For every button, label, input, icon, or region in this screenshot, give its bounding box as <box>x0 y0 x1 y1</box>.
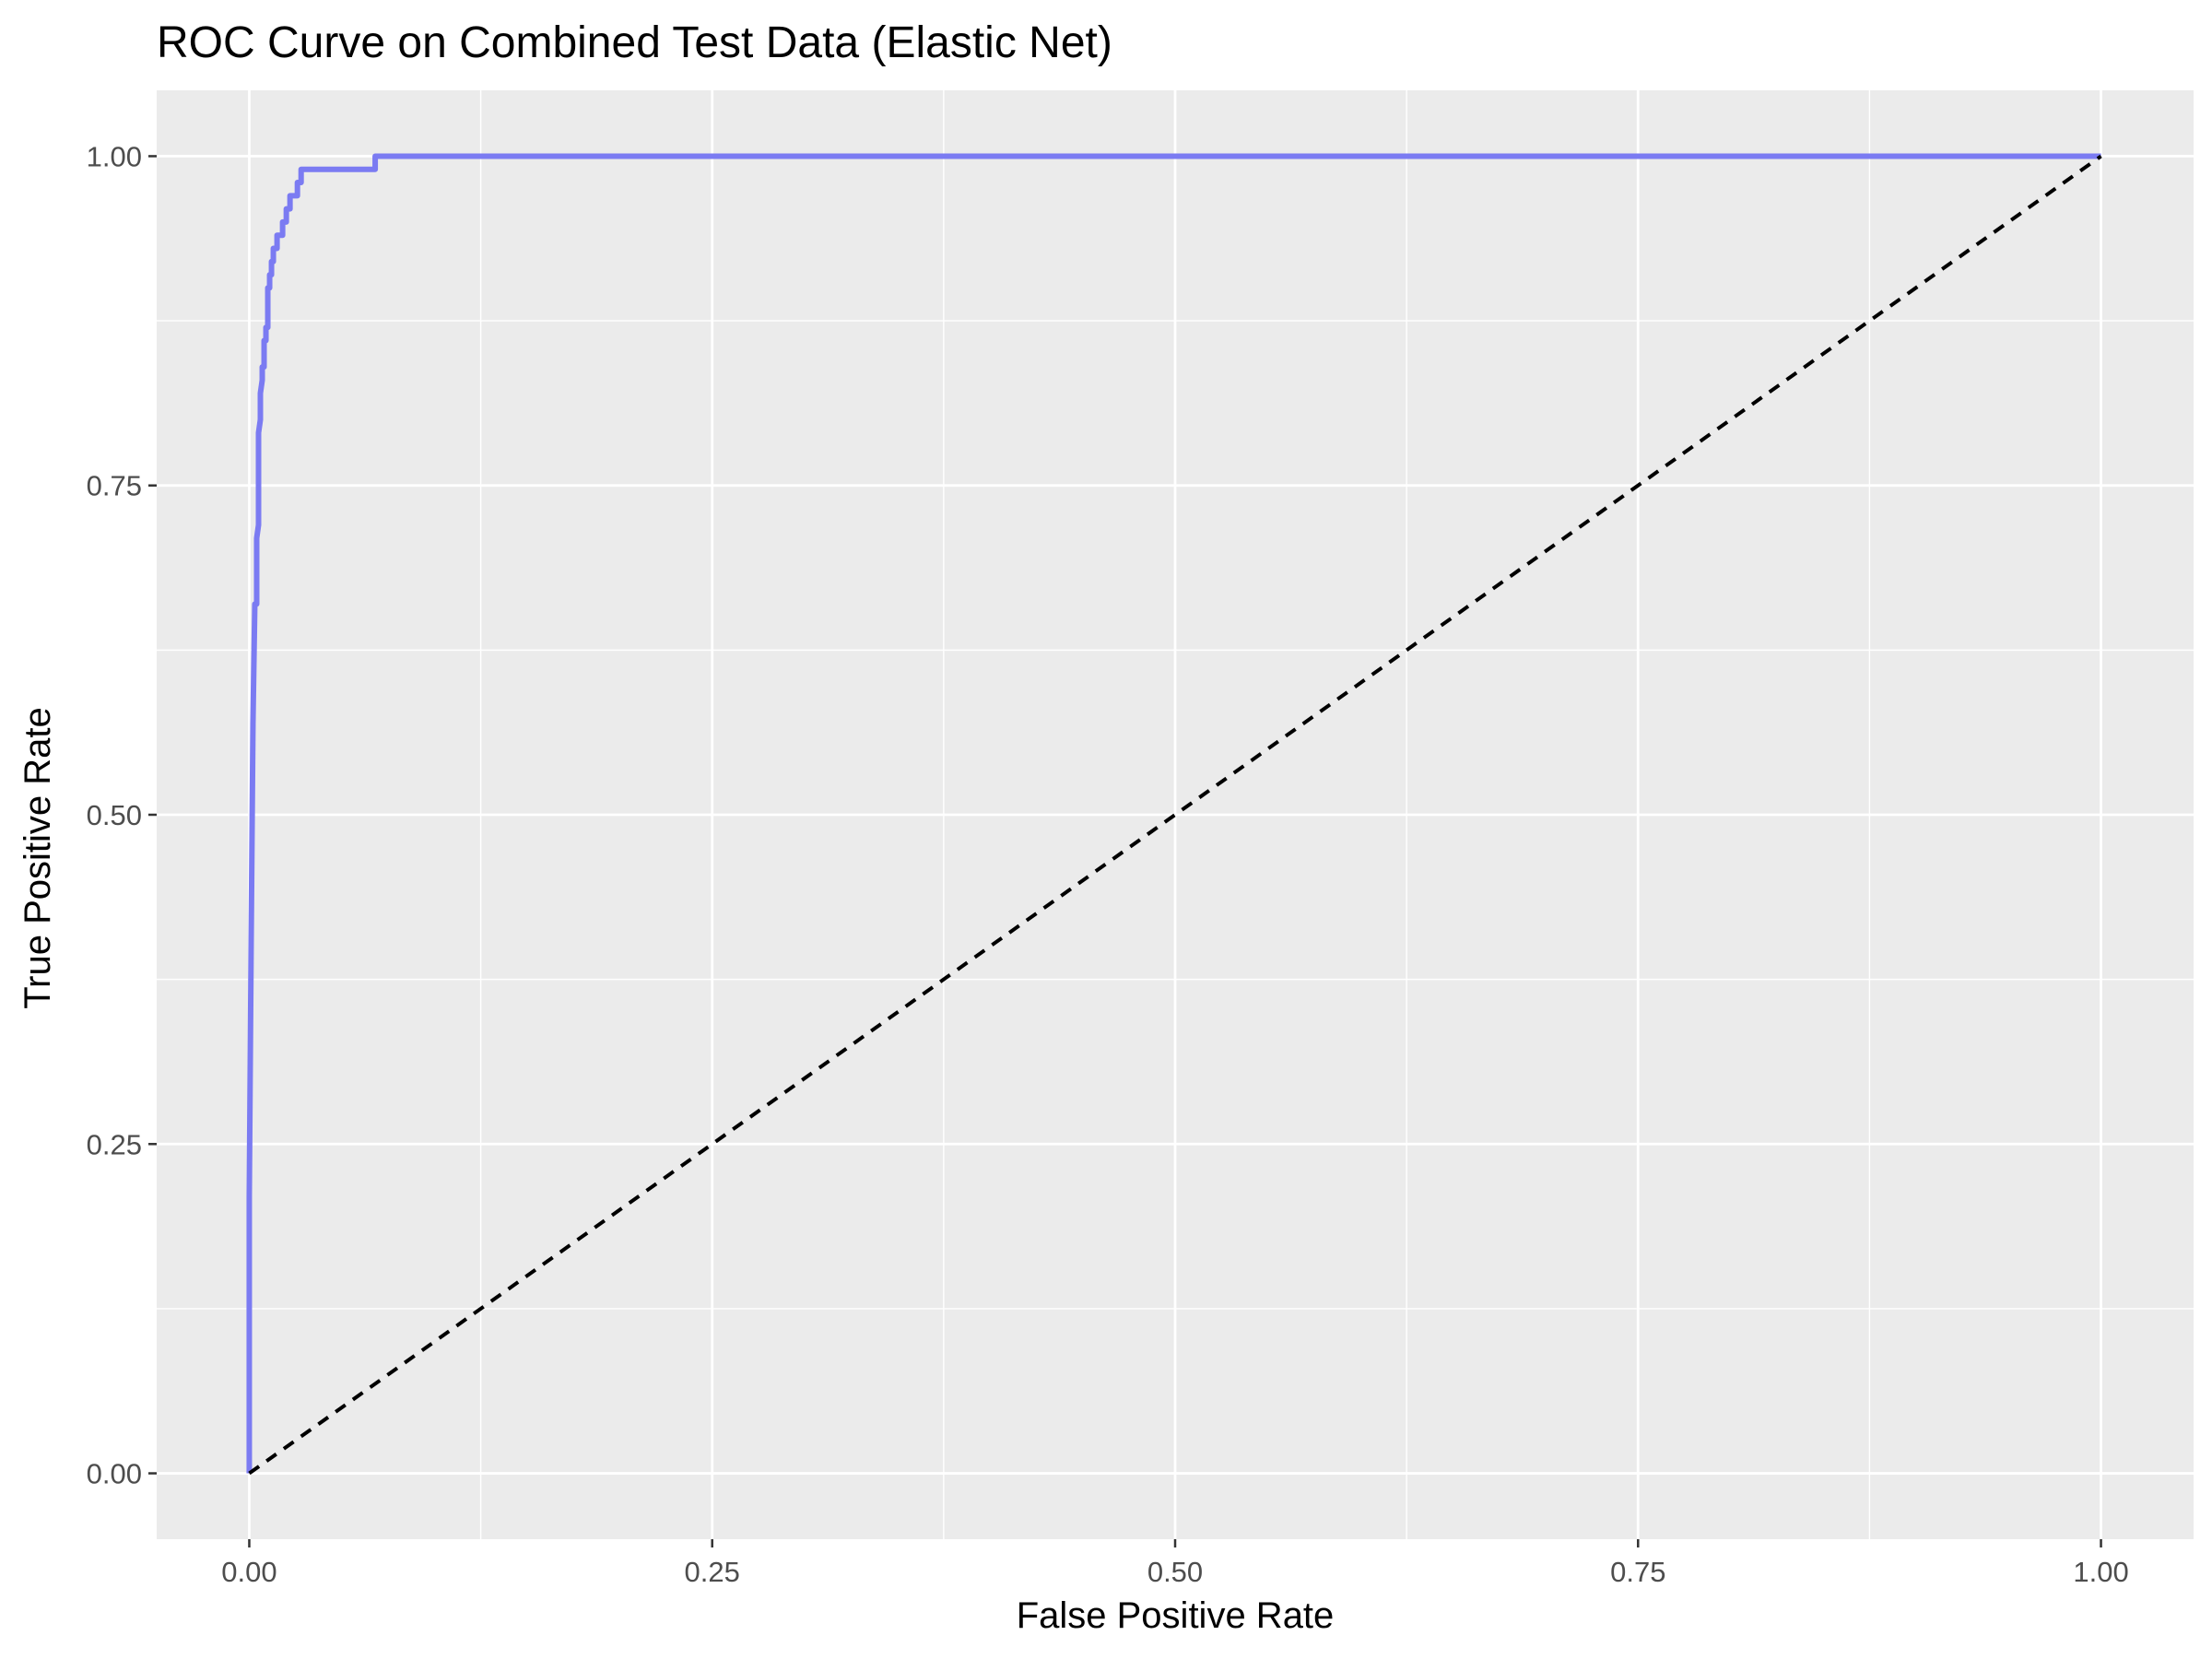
y-tick-label: 0.50 <box>87 799 142 831</box>
series-layer <box>246 153 2102 1476</box>
reference-diagonal-line <box>248 154 2102 1476</box>
y-axis-ticks: 0.00 0.25 0.50 0.75 1.00 <box>87 140 157 1490</box>
x-tick-label: 0.75 <box>1610 1556 1665 1588</box>
y-tick-label: 0.75 <box>87 470 142 502</box>
chart-title: ROC Curve on Combined Test Data (Elastic… <box>157 18 1112 67</box>
y-tick-label: 1.00 <box>87 140 142 172</box>
y-tick-label: 0.00 <box>87 1458 142 1490</box>
x-tick-label: 1.00 <box>2073 1556 2128 1588</box>
x-tick-label: 0.25 <box>685 1556 740 1588</box>
y-axis-title: True Positive Rate <box>18 707 58 1009</box>
x-tick-label: 0.50 <box>1147 1556 1203 1588</box>
roc-curve-line <box>246 153 2101 1474</box>
x-axis-ticks: 0.00 0.25 0.50 0.75 1.00 <box>221 1539 2129 1588</box>
x-tick-label: 0.00 <box>221 1556 276 1588</box>
x-axis-title: False Positive Rate <box>1017 1595 1335 1636</box>
y-tick-label: 0.25 <box>87 1128 142 1160</box>
